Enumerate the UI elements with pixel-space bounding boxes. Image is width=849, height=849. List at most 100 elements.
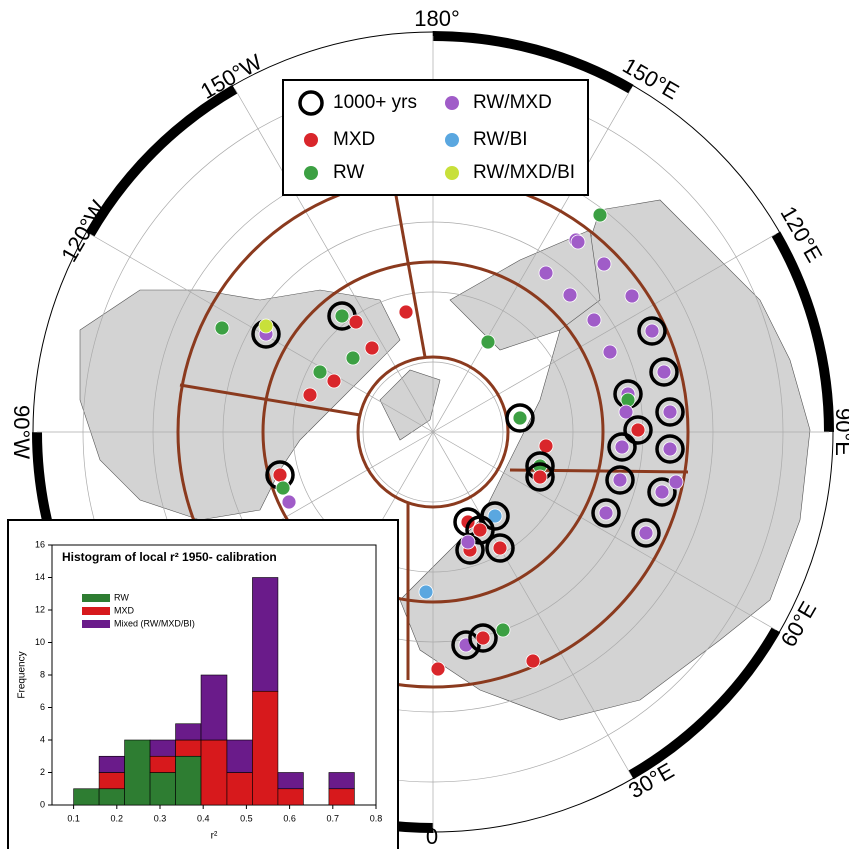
site [662, 441, 678, 457]
site-1000-yrs [607, 432, 637, 462]
y-tick-label: 8 [40, 669, 45, 679]
y-tick-label: 10 [35, 637, 45, 647]
site-1000-yrs [468, 623, 498, 653]
x-tick-label: 0.7 [327, 813, 340, 823]
site-1000-yrs [649, 357, 679, 387]
bar [175, 739, 202, 757]
longitude-label: 90°W [9, 405, 34, 459]
site [562, 287, 578, 303]
bar [200, 739, 228, 806]
y-tick-label: 16 [35, 539, 45, 549]
site [654, 484, 670, 500]
site-1000-yrs [485, 533, 515, 563]
site [430, 661, 446, 677]
legend-label: MXD [333, 129, 375, 150]
site-1000-yrs [647, 477, 677, 507]
legend-swatch [82, 594, 110, 602]
site [272, 467, 288, 483]
site [495, 622, 511, 638]
site-1000-yrs [655, 434, 685, 464]
bar [226, 772, 253, 806]
bar [277, 788, 304, 806]
bar [175, 723, 202, 741]
site-1000-yrs [623, 415, 653, 445]
chart-title: Histogram of local r² 1950- calibration [62, 550, 277, 564]
site [214, 320, 230, 336]
x-tick-label: 0.1 [67, 813, 80, 823]
site [364, 340, 380, 356]
site [312, 364, 328, 380]
bar [252, 577, 279, 692]
site [598, 505, 614, 521]
legend-symbol [304, 166, 318, 180]
x-tick-label: 0.4 [197, 813, 210, 823]
site-1000-yrs [591, 498, 621, 528]
site [614, 439, 630, 455]
x-tick-label: 0.6 [283, 813, 296, 823]
site [602, 344, 618, 360]
site [345, 350, 361, 366]
bar [73, 788, 100, 806]
legend-box [282, 79, 589, 196]
y-tick-label: 2 [40, 767, 45, 777]
land-greenland [379, 369, 441, 441]
legend-symbol [445, 133, 459, 147]
bar [98, 772, 125, 790]
y-tick-label: 4 [40, 734, 45, 744]
site [618, 404, 634, 420]
bar [277, 772, 304, 790]
site [624, 288, 640, 304]
y-tick-label: 0 [40, 799, 45, 809]
legend-label: RW [114, 592, 129, 602]
bar [149, 772, 176, 806]
y-tick-label: 12 [35, 604, 45, 614]
legend-label: RW [333, 162, 364, 183]
site [612, 472, 628, 488]
sites [214, 207, 685, 677]
site [596, 256, 612, 272]
site [398, 304, 414, 320]
site [630, 422, 646, 438]
legend-swatch [82, 607, 110, 615]
longitude-label: 180° [414, 6, 460, 31]
site [258, 318, 274, 334]
x-tick-label: 0.3 [154, 813, 167, 823]
site [487, 508, 503, 524]
site-1000-yrs [451, 630, 481, 660]
site [525, 653, 541, 669]
site [472, 522, 488, 538]
site [492, 540, 508, 556]
legend-label: RW/BI [473, 129, 528, 150]
site-1000-yrs [525, 462, 555, 492]
bar [98, 755, 125, 773]
site [538, 265, 554, 281]
site-1000-yrs [637, 316, 667, 346]
longitude-label: 90°E [831, 408, 849, 456]
bar [149, 755, 176, 773]
bar [226, 739, 253, 773]
site [656, 364, 672, 380]
site [334, 308, 350, 324]
site [532, 469, 548, 485]
bar [98, 788, 125, 806]
y-axis-label: Frequency [17, 651, 28, 698]
bar [328, 772, 355, 790]
site [281, 494, 297, 510]
y-tick-label: 14 [35, 572, 45, 582]
legend-label: 1000+ yrs [333, 92, 417, 113]
legend-label: MXD [114, 605, 135, 615]
site [418, 584, 434, 600]
x-tick-label: 0.2 [111, 813, 124, 823]
bar [149, 739, 176, 757]
bar [200, 674, 228, 741]
site [538, 438, 554, 454]
site [668, 474, 684, 490]
site-1000-yrs [605, 465, 635, 495]
site [512, 410, 528, 426]
legend-label: RW/MXD/BI [473, 162, 575, 183]
legend: 1000+ yrs MXD RW RW/MXD RW/BI RW/MXD/BI [282, 79, 589, 196]
legend-symbol [298, 90, 324, 116]
legend-label: RW/MXD [473, 92, 552, 113]
site [662, 404, 678, 420]
